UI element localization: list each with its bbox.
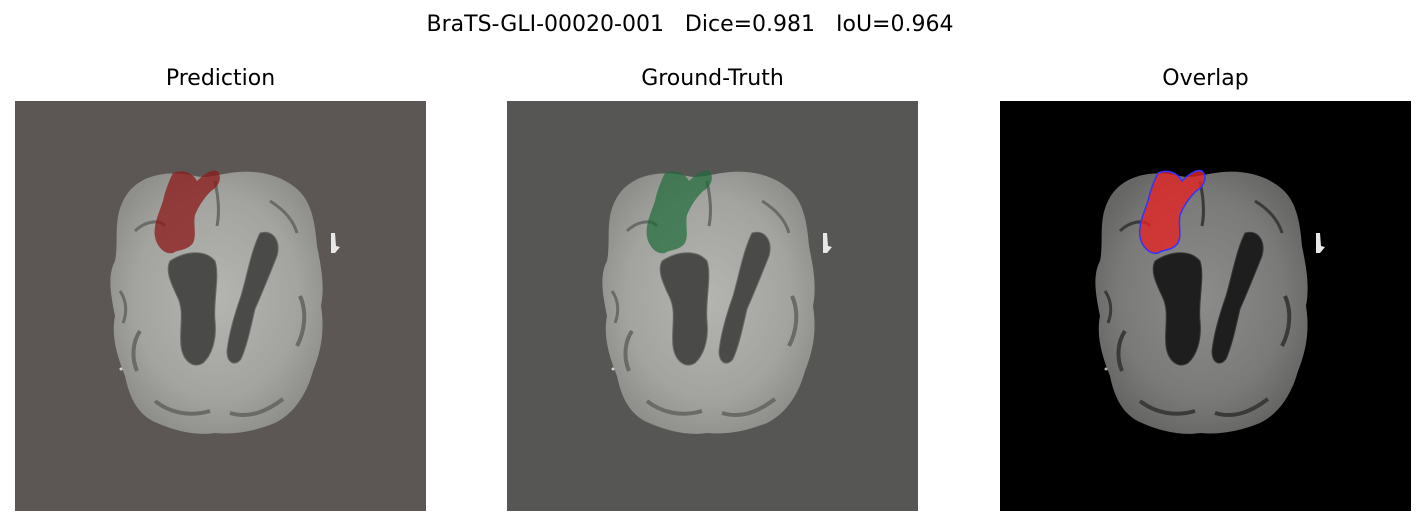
prediction-title: Prediction (165, 66, 276, 91)
overlap-panel: Overlap (1000, 62, 1411, 511)
overlap-title: Overlap (1162, 66, 1249, 91)
figure-title: BraTS-GLI-00020-001 Dice=0.981 IoU=0.964 (426, 12, 954, 37)
prediction-panel: Prediction (15, 62, 426, 511)
overlap-image (1000, 101, 1411, 511)
ground-truth-panel: Ground-Truth (507, 62, 918, 511)
ground-truth-image (507, 101, 918, 511)
ground-truth-title: Ground-Truth (641, 66, 784, 91)
prediction-image (15, 101, 426, 511)
